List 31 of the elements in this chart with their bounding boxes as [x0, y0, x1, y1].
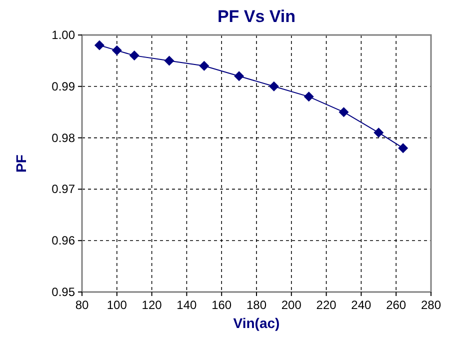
- point: [129, 50, 140, 61]
- chart-title: PF Vs Vin: [217, 7, 296, 26]
- point: [94, 40, 104, 50]
- point: [398, 143, 408, 154]
- point: [199, 60, 210, 71]
- x-tick-label: 100: [106, 298, 128, 312]
- point: [338, 107, 349, 118]
- x-tick-label: 200: [281, 298, 302, 312]
- x-tick-label: 80: [75, 298, 89, 312]
- point: [164, 56, 174, 66]
- x-tick-label: 180: [246, 298, 267, 312]
- x-tick-label: 120: [142, 298, 162, 312]
- x-tick-label: 140: [176, 298, 198, 312]
- x-tick-label: 260: [386, 298, 406, 312]
- x-tick-label: 280: [420, 298, 442, 312]
- point: [304, 92, 314, 102]
- x-tick-label: 160: [212, 298, 232, 312]
- x-tick-label: 240: [351, 298, 372, 312]
- y-tick-label: 0.99: [52, 79, 76, 94]
- point: [112, 45, 122, 56]
- y-tick-label: 0.98: [52, 130, 76, 145]
- point: [374, 128, 384, 138]
- x-axis-title: Vin(ac): [233, 315, 280, 331]
- y-tick-label: 0.96: [52, 234, 76, 248]
- y-tick-label: 0.95: [52, 285, 76, 299]
- y-axis-title: PF: [13, 154, 29, 172]
- y-tick-label: 1.00: [52, 28, 76, 42]
- point: [268, 81, 279, 92]
- y-tick-label: 0.97: [52, 182, 76, 196]
- x-tick-label: 220: [316, 298, 337, 312]
- point: [234, 71, 244, 82]
